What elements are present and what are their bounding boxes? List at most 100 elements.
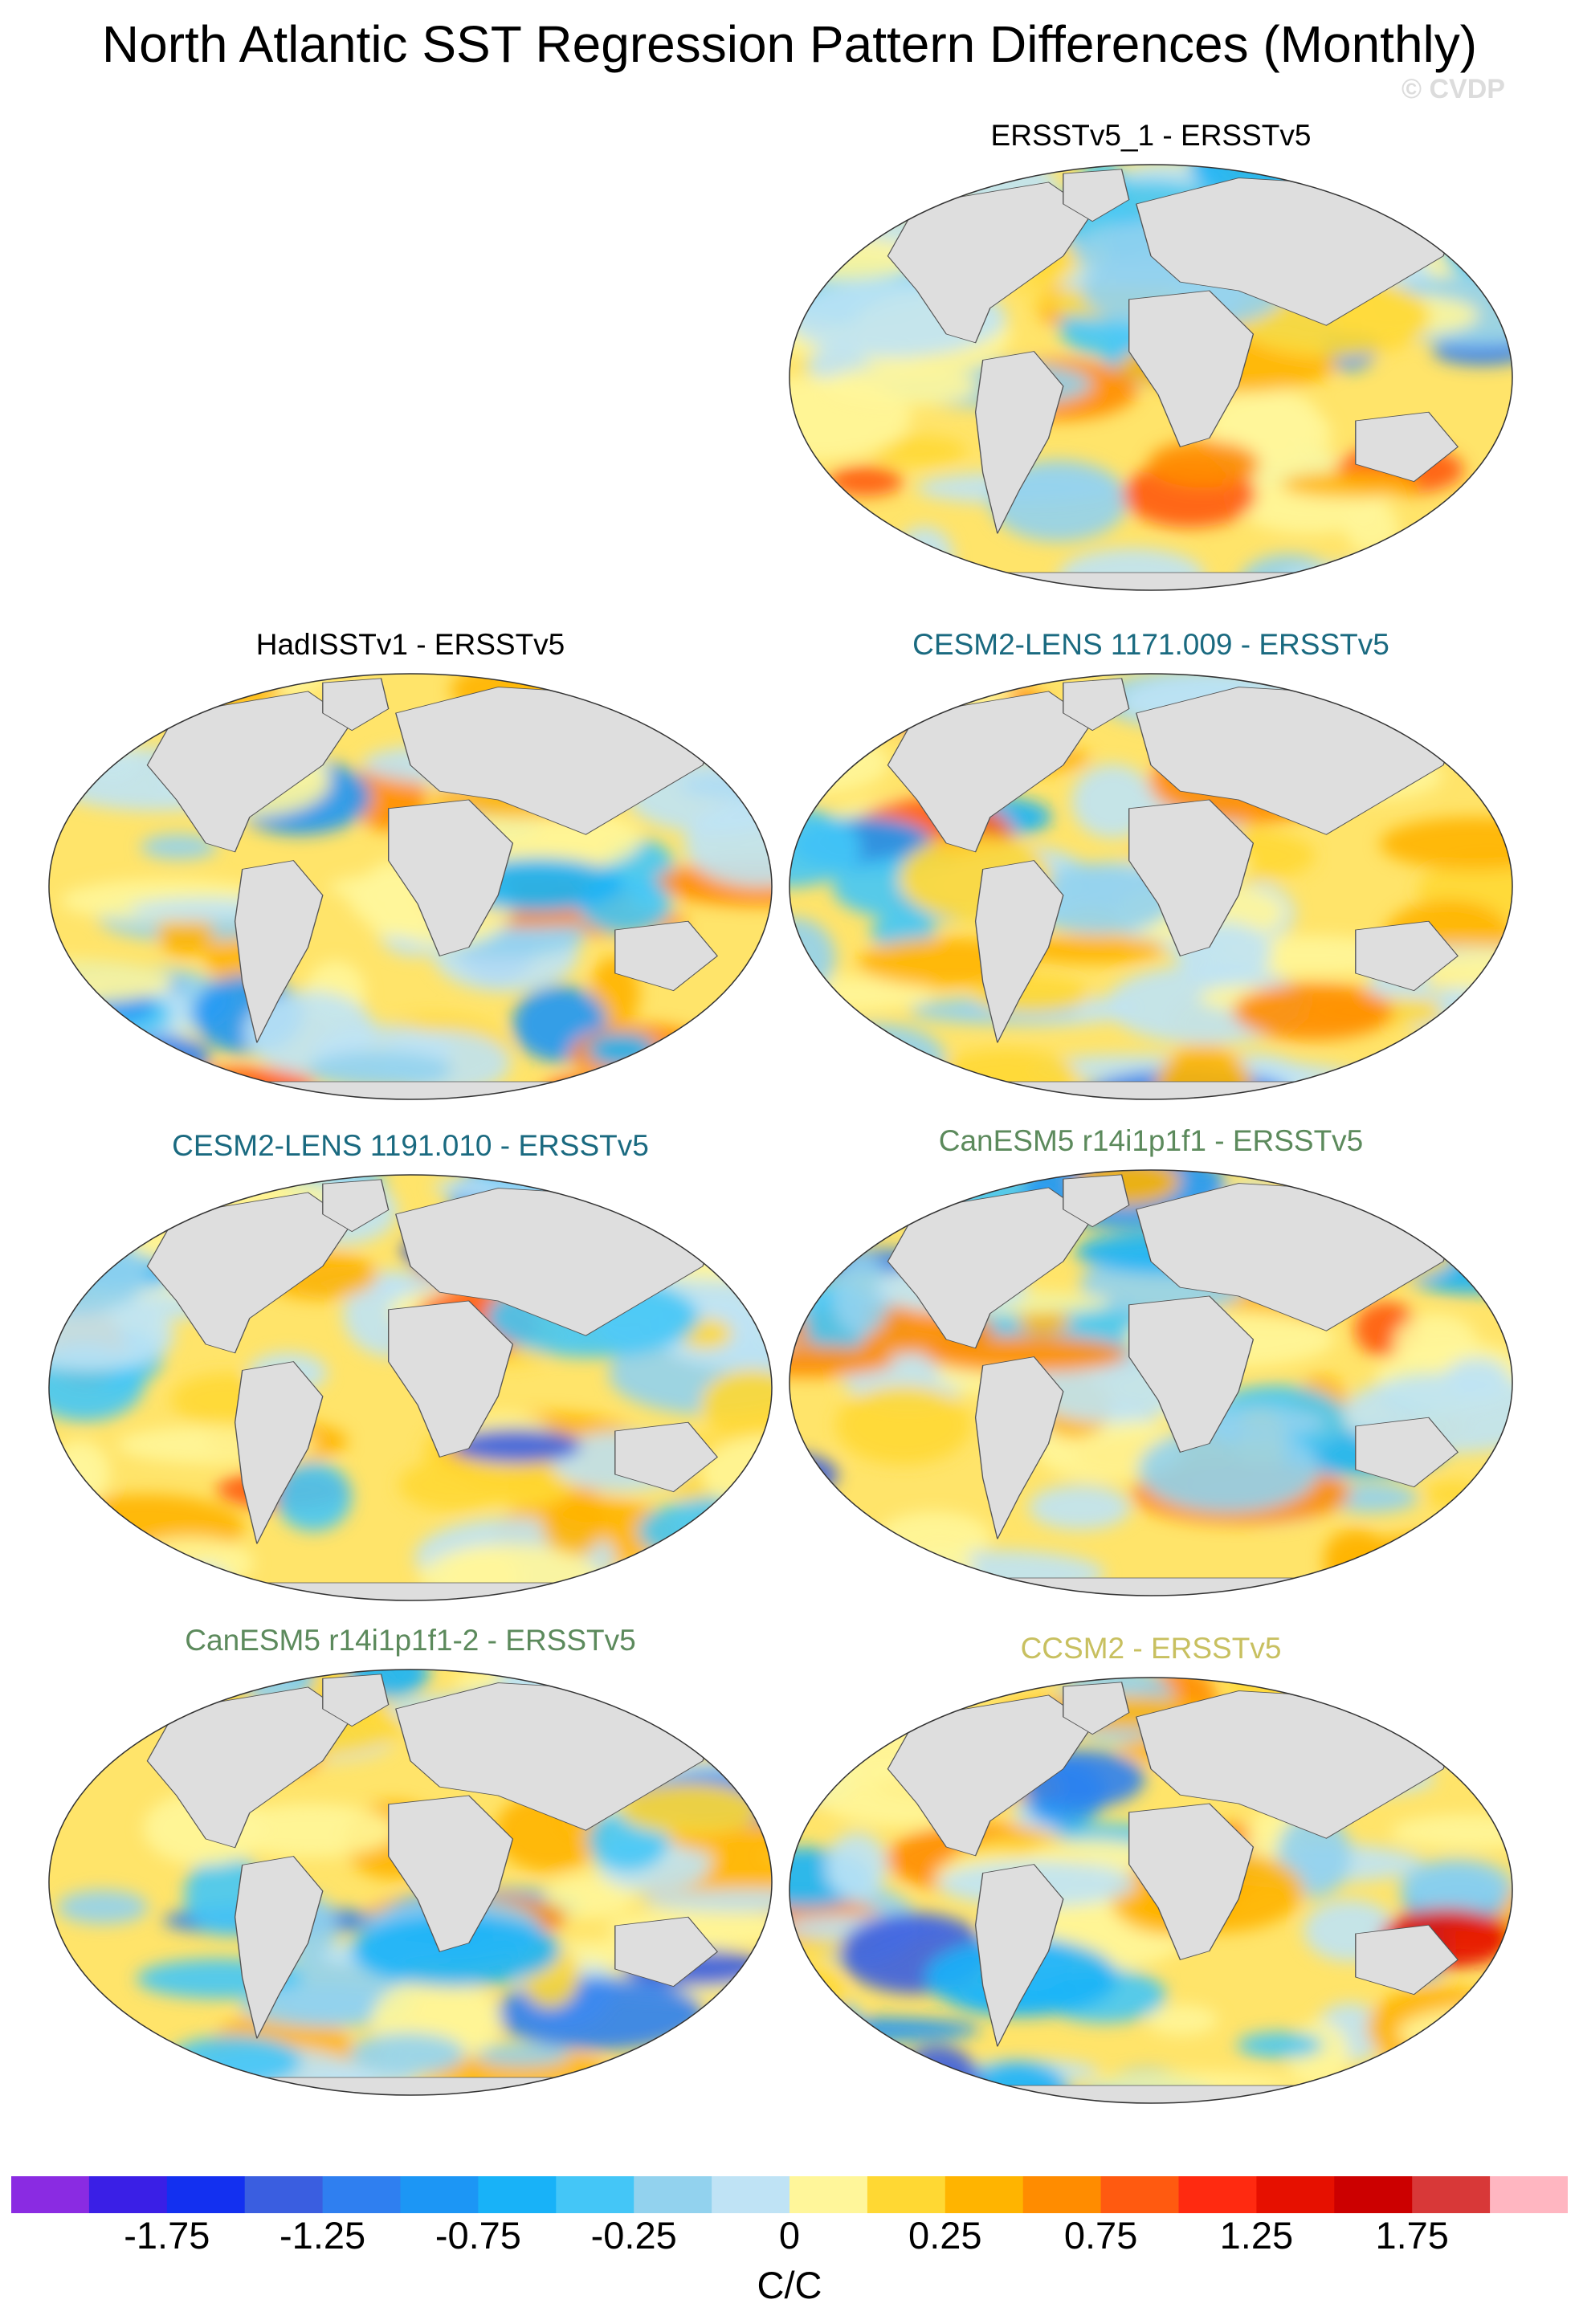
- continent-2: [974, 860, 1064, 1043]
- cool-anomaly: [722, 1498, 772, 1576]
- map-panel-p6: CanESM5 r14i1p1f1-2 - ERSSTv5: [45, 1624, 776, 2106]
- cool-anomaly: [49, 2033, 93, 2095]
- continent-4: [388, 1795, 514, 1952]
- map-panel-p4: CESM2-LENS 1191.010 - ERSSTv5: [45, 1129, 776, 1611]
- warm-anomaly: [1281, 471, 1419, 498]
- colorbar-units: C/C: [757, 2264, 822, 2306]
- warm-anomaly: [1393, 1313, 1478, 1372]
- cool-anomaly: [587, 1033, 657, 1068]
- colorbar-swatch: [244, 2176, 324, 2213]
- cool-anomaly: [349, 2032, 466, 2075]
- warm-anomaly: [1467, 528, 1512, 590]
- colorbar-swatch: [790, 2176, 868, 2213]
- panel-title: ERSSTv5_1 - ERSSTv5: [990, 119, 1312, 152]
- colorbar-tick-label: -0.75: [435, 2214, 521, 2257]
- warm-anomaly: [1016, 935, 1165, 964]
- cool-anomaly: [1446, 522, 1512, 552]
- cool-anomaly: [838, 561, 893, 590]
- warm-anomaly: [905, 1543, 973, 1593]
- warm-anomaly: [697, 2050, 770, 2095]
- warm-anomaly: [1380, 817, 1512, 870]
- warm-anomaly: [590, 1077, 676, 1099]
- colorbar-swatch: [556, 2176, 634, 2213]
- warm-anomaly: [822, 366, 979, 407]
- continent-1: [1063, 169, 1130, 222]
- colorbar-swatch: [322, 2176, 401, 2213]
- colorbar-tick-label: -0.25: [590, 2214, 677, 2257]
- continent-2: [234, 1856, 324, 2039]
- world-map: [789, 1677, 1513, 2104]
- panel-title: CanESM5 r14i1p1f1 - ERSSTv5: [938, 1124, 1364, 1157]
- warm-anomaly: [934, 1049, 1079, 1099]
- figure-title: North Atlantic SST Regression Pattern Di…: [101, 15, 1478, 73]
- cool-anomaly: [1315, 674, 1480, 710]
- map-outline: [789, 164, 1513, 591]
- warm-anomaly: [881, 674, 935, 710]
- cool-anomaly: [1359, 1174, 1512, 1209]
- panel-title: CESM2-LENS 1171.009 - ERSSTv5: [912, 628, 1389, 661]
- colorbar-tick-label: 1.75: [1375, 2214, 1449, 2257]
- panel-title: CCSM2 - ERSSTv5: [1020, 1632, 1282, 1665]
- warm-anomaly: [835, 1385, 971, 1465]
- world-map: [789, 164, 1513, 591]
- world-map: [48, 1669, 773, 2096]
- map-outline: [789, 1677, 1513, 2104]
- continent-6: [945, 1081, 1357, 1099]
- warm-anomaly: [827, 466, 904, 496]
- continent-5: [614, 920, 718, 992]
- colorbar-tick-label: -1.25: [279, 2214, 366, 2257]
- cool-anomaly: [307, 1051, 452, 1089]
- continent-4: [1128, 1803, 1255, 1960]
- colorbar: [11, 2176, 1568, 2213]
- warm-anomaly: [691, 1670, 772, 1718]
- colorbar-tick-label: 0.75: [1063, 2214, 1138, 2257]
- cool-anomaly: [49, 1670, 140, 1723]
- continent-6: [945, 2085, 1357, 2103]
- cool-anomaly: [895, 526, 954, 590]
- cool-anomaly: [49, 1175, 177, 1205]
- warm-anomaly: [1287, 1079, 1498, 1099]
- warm-anomaly: [1440, 1562, 1512, 1596]
- colorbar-swatch: [867, 2176, 946, 2213]
- cool-anomaly: [790, 165, 892, 181]
- continent-4: [1128, 799, 1255, 956]
- land-mask: [146, 678, 718, 1099]
- colorbar-swatch: [166, 2176, 246, 2213]
- warm-anomaly: [790, 1170, 938, 1199]
- cool-anomaly: [239, 1984, 413, 2028]
- map-outline: [48, 1669, 773, 2096]
- colorbar-tick-label: 0.25: [908, 2214, 982, 2257]
- continent-1: [1063, 1174, 1130, 1228]
- cool-anomaly: [244, 990, 377, 1074]
- panel-title: HadISSTv1 - ERSSTv5: [255, 628, 565, 661]
- colorbar-swatch: [1178, 2176, 1257, 2213]
- cool-anomaly: [832, 1254, 891, 1336]
- cool-anomaly: [350, 1913, 561, 1988]
- colorbar-swatch: [1490, 2176, 1568, 2213]
- continent-2: [234, 860, 324, 1043]
- land-mask: [887, 1174, 1459, 1596]
- cool-anomaly: [643, 674, 772, 718]
- continent-5: [1355, 920, 1459, 992]
- warm-anomaly: [618, 1783, 762, 1835]
- warm-anomaly: [545, 1874, 635, 1918]
- continent-5: [1355, 1417, 1459, 1488]
- map-outline: [789, 673, 1513, 1100]
- cool-anomaly: [1399, 1858, 1512, 1915]
- cool-anomaly: [451, 1428, 581, 1464]
- warm-anomaly: [790, 1223, 853, 1254]
- colorbar-tick-label: -1.75: [124, 2214, 210, 2257]
- continent-6: [204, 1081, 617, 1099]
- colorbar-swatch: [1334, 2176, 1413, 2213]
- warm-anomaly: [830, 1170, 973, 1209]
- world-map: [48, 673, 773, 1100]
- map-panel-p1: ERSSTv5_1 - ERSSTv5: [785, 119, 1516, 601]
- cool-anomaly: [79, 1670, 251, 1698]
- continent-2: [974, 351, 1064, 534]
- colorbar-swatch: [634, 2176, 712, 2213]
- cool-anomaly: [275, 1462, 353, 1531]
- cool-anomaly: [683, 800, 772, 887]
- cool-anomaly: [846, 2049, 905, 2103]
- panel-title: CESM2-LENS 1191.010 - ERSSTv5: [172, 1129, 649, 1162]
- warm-anomaly: [1017, 1310, 1071, 1335]
